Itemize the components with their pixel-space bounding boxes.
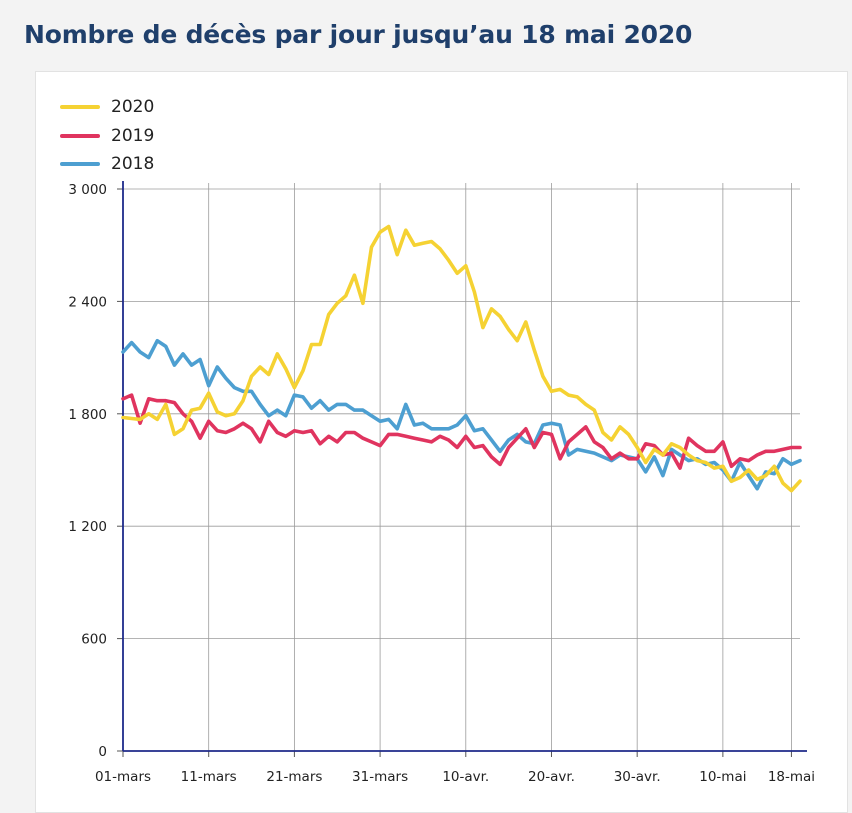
legend-swatch-2020 bbox=[60, 105, 100, 110]
legend-item-2019[interactable]: 2019 bbox=[60, 122, 154, 151]
legend-item-2020[interactable]: 2020 bbox=[60, 93, 154, 122]
series-line-2020 bbox=[121, 224, 802, 493]
legend-label-2020: 2020 bbox=[111, 97, 155, 118]
legend-swatch-2018 bbox=[60, 162, 100, 167]
legend-item-2018[interactable]: 2018 bbox=[60, 150, 154, 179]
x-tick-label-2: 21-mars bbox=[266, 769, 322, 785]
x-tick-label-0: 01-mars bbox=[95, 769, 151, 785]
y-tick-label-3: 1 800 bbox=[68, 407, 107, 423]
x-tick-label-1: 11-mars bbox=[181, 769, 237, 785]
legend-label-2018: 2018 bbox=[111, 154, 155, 175]
x-tick-label-8: 18-mai bbox=[768, 769, 815, 785]
chart-card bbox=[35, 71, 848, 813]
x-tick-label-7: 10-mai bbox=[699, 769, 746, 785]
y-tick-label-0: 0 bbox=[98, 744, 107, 760]
y-tick-label-4: 2 400 bbox=[68, 294, 107, 310]
y-tick-label-1: 600 bbox=[81, 632, 107, 648]
page-title: Nombre de décès par jour jusqu’au 18 mai… bbox=[24, 20, 693, 49]
legend-swatch-2019 bbox=[60, 133, 100, 138]
legend-label-2019: 2019 bbox=[111, 125, 155, 146]
x-tick-label-3: 31-mars bbox=[352, 769, 408, 785]
y-tick-label-2: 1 200 bbox=[68, 519, 107, 535]
x-tick-label-6: 30-avr. bbox=[614, 769, 661, 785]
x-tick-label-5: 20-avr. bbox=[528, 769, 575, 785]
series-line-2019 bbox=[121, 393, 802, 470]
x-tick-label-4: 10-avr. bbox=[442, 769, 489, 785]
y-tick-label-5: 3 000 bbox=[68, 182, 107, 198]
series-line-2018 bbox=[121, 338, 802, 491]
chart-legend: 2020 2019 2018 bbox=[60, 93, 154, 179]
